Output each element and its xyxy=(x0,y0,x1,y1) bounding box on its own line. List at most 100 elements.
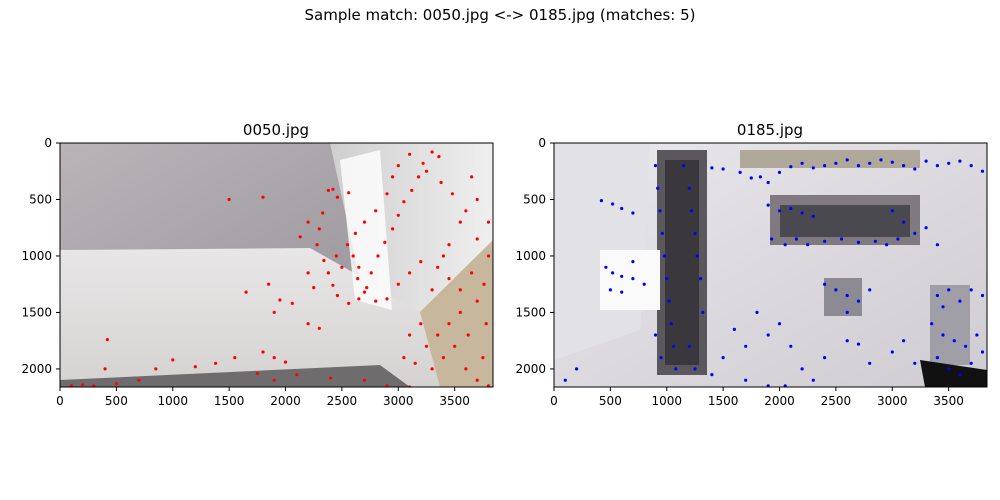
keypoint xyxy=(935,356,940,360)
x-tick-label: 3000 xyxy=(383,394,414,408)
keypoint xyxy=(408,271,412,275)
keypoint xyxy=(402,356,406,360)
keypoint xyxy=(453,344,457,348)
keypoint xyxy=(413,361,417,365)
y-tick-label: 0 xyxy=(44,136,52,150)
y-tick-label: 2000 xyxy=(515,362,546,376)
keypoint xyxy=(317,227,321,231)
keypoint xyxy=(631,277,635,281)
y-tick-label: 500 xyxy=(523,192,546,206)
keypoint xyxy=(620,206,624,211)
keypoint xyxy=(464,209,468,213)
keypoint xyxy=(789,206,793,211)
keypoint xyxy=(391,227,395,231)
keypoint xyxy=(755,310,759,314)
left-axes-frame xyxy=(59,142,494,388)
left-panel: 0050.jpg 0 500 1000 1500 2000 2500 3000 3500 0 5… xyxy=(21,121,494,408)
keypoint xyxy=(913,361,917,365)
y-tick-label: 1000 xyxy=(515,249,546,263)
keypoint xyxy=(396,164,400,168)
y-tick-label: 1000 xyxy=(21,249,52,263)
keypoint xyxy=(430,367,434,371)
keypoint xyxy=(417,175,421,179)
right-photo xyxy=(554,143,987,387)
x-tick-label: 500 xyxy=(105,394,128,408)
keypoint xyxy=(391,175,395,179)
keypoint xyxy=(374,299,378,303)
keypoint xyxy=(710,166,714,170)
keypoint xyxy=(137,378,141,382)
keypoint xyxy=(424,344,429,348)
keypoint xyxy=(947,288,951,292)
keypoint xyxy=(69,384,73,387)
keypoint xyxy=(347,301,351,305)
keypoint xyxy=(329,376,333,380)
keypoint xyxy=(682,164,686,168)
keypoint xyxy=(306,271,310,275)
keypoint xyxy=(845,293,849,298)
keypoint xyxy=(665,277,669,281)
keypoint xyxy=(419,322,423,326)
keypoint xyxy=(154,367,158,371)
keypoint xyxy=(376,254,380,258)
keypoint xyxy=(272,356,276,360)
keypoint xyxy=(902,339,906,343)
keypoint xyxy=(800,367,804,371)
keypoint xyxy=(890,350,894,354)
keypoint xyxy=(690,209,694,213)
keypoint xyxy=(856,240,861,244)
keypoint xyxy=(244,290,248,294)
keypoint xyxy=(326,188,330,192)
keypoint xyxy=(789,165,793,169)
keypoint xyxy=(575,367,579,371)
keypoint xyxy=(278,298,282,302)
keypoint xyxy=(930,322,934,326)
keypoint xyxy=(710,373,714,377)
keypoint xyxy=(738,170,742,174)
keypoint xyxy=(458,310,462,314)
keypoint xyxy=(811,214,815,218)
right-y-axis: 0 500 1000 1500 2000 xyxy=(515,136,554,376)
keypoint xyxy=(868,161,872,165)
keypoint xyxy=(667,299,671,303)
keypoint xyxy=(430,288,434,292)
keypoint xyxy=(947,367,951,371)
keypoint xyxy=(261,195,265,199)
keypoint xyxy=(653,164,658,168)
keypoint xyxy=(879,158,883,162)
keypoint xyxy=(839,237,844,241)
y-tick-label: 2000 xyxy=(21,362,52,376)
keypoint xyxy=(687,186,691,190)
keypoint xyxy=(114,382,118,386)
keypoint xyxy=(758,175,763,179)
keypoint xyxy=(298,235,302,239)
x-tick-label: 3500 xyxy=(439,394,470,408)
keypoint xyxy=(441,356,445,360)
keypoint xyxy=(369,271,373,275)
keypoint xyxy=(687,344,691,348)
keypoint xyxy=(441,254,445,258)
keypoint xyxy=(290,301,294,305)
keypoint xyxy=(347,191,351,195)
keypoint xyxy=(419,260,423,264)
keypoint xyxy=(744,344,748,348)
keypoint xyxy=(272,310,276,314)
keypoint xyxy=(335,195,339,199)
keypoint xyxy=(362,290,367,294)
keypoint xyxy=(958,373,962,377)
keypoint xyxy=(306,322,310,326)
keypoint xyxy=(674,367,678,371)
keypoint xyxy=(424,169,429,173)
keypoint xyxy=(466,333,470,337)
keypoint xyxy=(357,297,361,301)
keypoint xyxy=(975,333,979,337)
keypoint xyxy=(766,203,770,207)
keypoint xyxy=(214,361,218,365)
keypoint xyxy=(695,254,699,258)
right-keypoints xyxy=(563,158,985,387)
keypoint xyxy=(340,265,344,269)
keypoint xyxy=(193,365,197,369)
keypoint xyxy=(295,373,299,377)
keypoint xyxy=(408,152,412,156)
